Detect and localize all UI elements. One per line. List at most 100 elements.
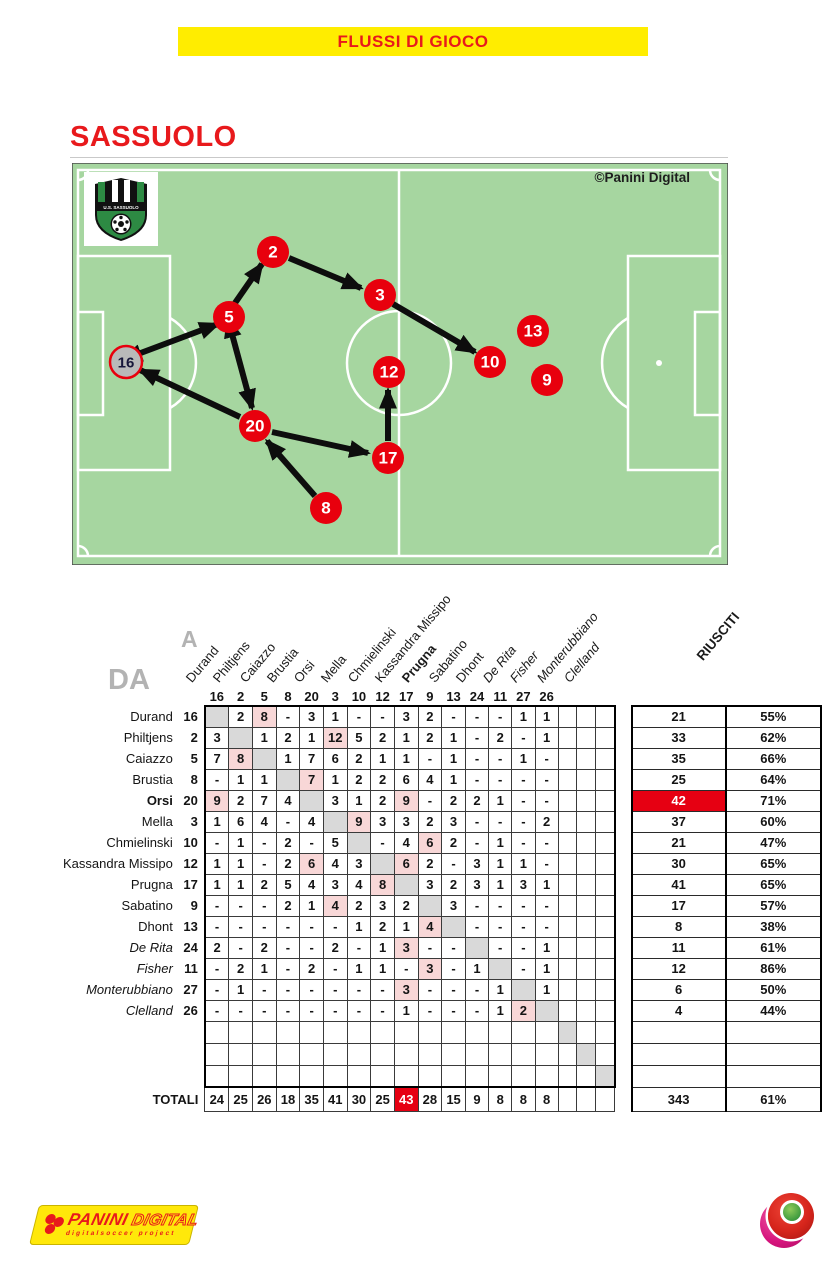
matrix-row-mella: Mella 3 1 6 4-4 9 3 3 2 3- - -2 37 60% — [63, 810, 822, 833]
pass-count-cell: - — [488, 936, 513, 959]
pass-count-cell: 5 — [322, 831, 348, 854]
pass-count-cell: 1 — [534, 726, 559, 749]
empty-cell — [322, 1042, 348, 1066]
total-cell — [576, 1086, 597, 1112]
row-label-10: Chmielinski 10 — [63, 832, 205, 853]
row-label-9: Sabatino 9 — [63, 895, 205, 916]
panini-clover-icon — [40, 1213, 68, 1237]
matrix-row-prugna: Prugna 17 1 1 2 5 4 3 4 8 3 2 3 1 3 1 41 65% — [63, 873, 822, 896]
pass-count-cell: 1 — [251, 768, 277, 791]
total-cell: 41 — [322, 1086, 348, 1112]
pass-count-cell: 4 — [346, 873, 372, 896]
empty-cell — [417, 1020, 443, 1044]
pass-count-cell: - — [203, 957, 230, 980]
empty-cell — [299, 1020, 324, 1044]
sphere-green-core — [783, 1203, 801, 1221]
empty-cell — [228, 1064, 253, 1088]
pass-count-cell: - — [322, 915, 348, 938]
pass-count-cell: 3 — [464, 873, 490, 896]
pass-count-cell: - — [488, 705, 513, 728]
empty-cell — [275, 1064, 301, 1088]
pass-count-cell: 1 — [441, 747, 466, 770]
empty-cell — [488, 1064, 513, 1088]
pass-count-cell: - — [275, 999, 301, 1022]
totals-riusciti: 343 — [630, 1086, 727, 1112]
pass-count-cell: 6 — [322, 747, 348, 770]
empty-cell — [299, 1042, 324, 1066]
pitch-lines — [76, 168, 722, 558]
pass-count-cell — [595, 747, 616, 770]
player-node-10: 10 — [474, 346, 506, 378]
gap-cell — [615, 1087, 632, 1111]
pass-count-cell: - — [464, 831, 490, 854]
pass-count-cell — [595, 999, 616, 1022]
col-number-24: 24 — [469, 689, 485, 704]
empty-cell — [203, 1042, 230, 1066]
gap-cell — [615, 811, 632, 832]
pct-value: 65% — [724, 873, 822, 896]
pass-count-cell: - — [441, 978, 466, 1001]
pass-count-cell: 1 — [511, 705, 536, 728]
empty-cell — [322, 1064, 348, 1088]
empty-cell — [557, 1064, 578, 1088]
riusciti-column-label: RIUSCITI — [693, 609, 743, 664]
pass-count-cell: 6 — [393, 768, 419, 791]
riusciti-value: 33 — [630, 726, 727, 749]
empty-cell — [441, 1042, 466, 1066]
pass-count-cell — [557, 747, 578, 770]
svg-text:2: 2 — [268, 243, 277, 262]
row-player-name: Dhont — [138, 919, 173, 934]
row-player-number: 26 — [183, 1003, 198, 1018]
pass-count-cell — [557, 831, 578, 854]
banner-title: FLUSSI DI GIOCO — [337, 31, 489, 51]
matrix-row-dhont: Dhont 13- - - - - -1 2 1 4- - - -8 38% — [63, 915, 822, 938]
pass-count-cell: 7 — [251, 789, 277, 812]
gap-cell — [615, 937, 632, 958]
pass-count-cell: 1 — [393, 747, 419, 770]
empty-cell — [417, 1042, 443, 1066]
pass-count-cell — [576, 999, 597, 1022]
pct-value: 61% — [724, 936, 822, 959]
pass-count-cell: 3 — [393, 936, 419, 959]
pass-count-cell: 4 — [299, 810, 324, 833]
pass-count-cell: 9 — [203, 789, 230, 812]
col-number-5: 5 — [260, 689, 268, 704]
pass-count-cell: - — [534, 768, 559, 791]
matrix-totals-row: TOTALI 24 25 26 18 35 41 30 25 43 28 15 9 8 8 8 343 61% — [63, 1086, 822, 1112]
pass-count-cell — [595, 810, 616, 833]
pass-count-cell: - — [441, 999, 466, 1022]
pass-count-cell: 3 — [322, 789, 348, 812]
row-player-name: Fisher — [136, 961, 173, 976]
pass-count-cell: 3 — [370, 894, 395, 917]
pct-value: 71% — [724, 789, 822, 812]
pass-count-cell: - — [511, 831, 536, 854]
empty-cell — [251, 1020, 277, 1044]
empty-cell — [441, 1020, 466, 1044]
empty-cell — [417, 1064, 443, 1088]
col-number-9: 9 — [426, 689, 434, 704]
pass-count-cell: 1 — [488, 852, 513, 875]
pass-count-cell: 7 — [299, 768, 324, 791]
total-cell: 18 — [275, 1086, 301, 1112]
empty-cell — [534, 1020, 559, 1044]
pass-count-cell: 1 — [488, 999, 513, 1022]
pass-count-cell: - — [417, 999, 443, 1022]
pass-count-cell: 1 — [203, 873, 230, 896]
row-player-name: Mella — [141, 814, 173, 829]
riusciti-value: 25 — [630, 768, 727, 791]
riusciti-value: 11 — [630, 936, 727, 959]
empty-cell — [557, 1020, 578, 1044]
pass-arrow-5-2 — [232, 261, 265, 305]
pass-count-cell: - — [511, 768, 536, 791]
pass-count-cell: - — [251, 894, 277, 917]
pass-count-cell: 2 — [393, 894, 419, 917]
pass-count-cell: - — [534, 852, 559, 875]
empty-cell — [464, 1042, 490, 1066]
pass-count-cell: - — [346, 999, 372, 1022]
pass-count-cell: - — [275, 957, 301, 980]
pass-count-cell: 1 — [322, 705, 348, 728]
pass-count-cell — [203, 705, 230, 728]
pass-count-cell: - — [275, 915, 301, 938]
pass-count-cell: - — [275, 978, 301, 1001]
pass-count-cell — [417, 894, 443, 917]
